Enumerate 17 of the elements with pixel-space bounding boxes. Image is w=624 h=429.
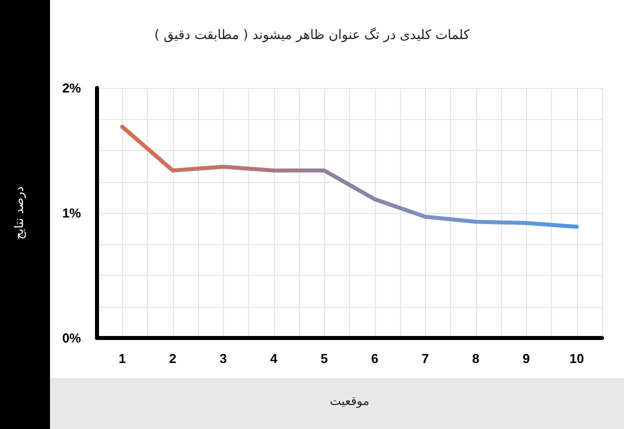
- y-tick-label: 0%: [62, 330, 82, 346]
- y-axis-title: درصد نتایج: [12, 186, 26, 240]
- x-tick-label: 1: [118, 351, 126, 366]
- x-tick-label: 8: [472, 351, 480, 366]
- chart-title: کلمات کلیدی در تگ عنوان ظاهر میشوند ( مطابقت دقیق ): [154, 27, 470, 43]
- x-tick-label: 3: [220, 351, 227, 366]
- x-tick-label: 7: [422, 351, 429, 366]
- y-tick-label: 1%: [62, 206, 82, 220]
- x-tick-label: 6: [371, 351, 378, 366]
- x-tick-label: 2: [169, 351, 176, 366]
- y-tick-label: 2%: [62, 80, 82, 96]
- line-series: [120, 124, 579, 229]
- x-tick-label: 4: [270, 351, 278, 366]
- x-tick-label: 9: [522, 351, 530, 366]
- x-tick-label: 5: [320, 351, 328, 366]
- x-tick-label: 10: [570, 351, 584, 366]
- x-axis-title: موقعیت: [330, 394, 370, 408]
